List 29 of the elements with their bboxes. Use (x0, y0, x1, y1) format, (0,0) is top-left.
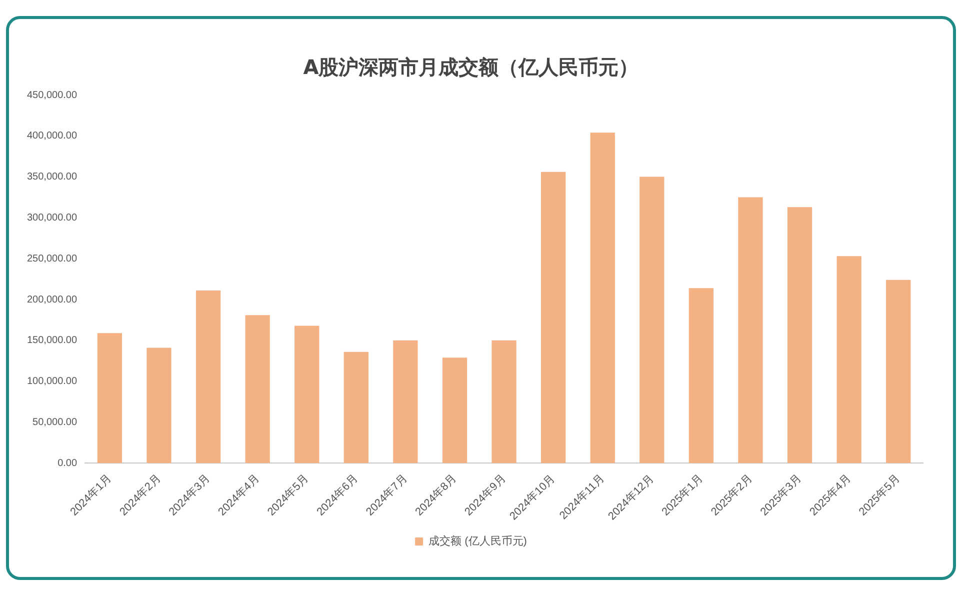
bar (97, 333, 122, 464)
bar (492, 340, 516, 464)
y-tick-label: 400,000.00 (26, 130, 78, 142)
bar (294, 326, 320, 464)
bar (442, 358, 468, 464)
y-tick-label: 100,000.00 (26, 376, 78, 388)
y-tick-label: 250,000.00 (26, 253, 78, 264)
bar (540, 172, 566, 464)
bar (836, 256, 862, 464)
bar (886, 280, 911, 464)
bar (688, 288, 714, 464)
bar (590, 132, 615, 464)
y-tick-label: 300,000.00 (26, 212, 78, 224)
bar (640, 176, 664, 464)
y-tick-label: 0.00 (58, 458, 78, 469)
y-tick-label: 200,000.00 (26, 294, 78, 306)
bar (787, 207, 812, 464)
y-tick-label: 150,000.00 (26, 335, 78, 346)
bar (196, 290, 221, 464)
bar (393, 340, 418, 464)
y-tick-label: 350,000.00 (26, 172, 78, 183)
y-tick-label: 450,000.00 (26, 90, 78, 101)
y-tick-label: 50,000.00 (32, 417, 78, 428)
bar (245, 315, 270, 464)
chart-title: A股沪深两市月成交额（亿人民币元） (303, 55, 639, 80)
legend-label: 成交额 (亿人民币元) (428, 534, 527, 548)
bar (146, 348, 172, 464)
bar (738, 197, 763, 464)
bar (344, 352, 368, 464)
